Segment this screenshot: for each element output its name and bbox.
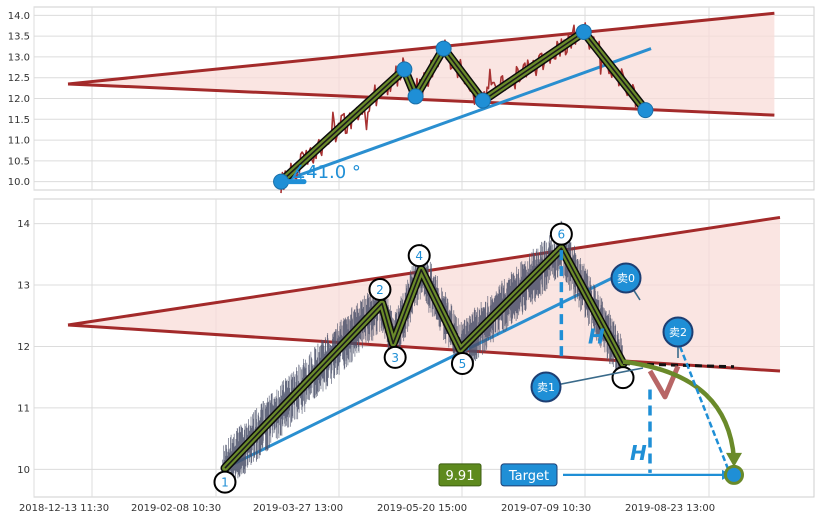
pivot-circle — [213, 470, 237, 494]
x-tick-label: 2019-05-20 15:00 — [377, 503, 467, 514]
x-tick-label: 2019-08-23 13:00 — [625, 503, 715, 514]
pivot-label-marker: 5 — [450, 352, 474, 376]
projection-arrow — [622, 359, 737, 460]
target-label-text: Target — [508, 469, 549, 484]
y-tick-label: 14.0 — [8, 11, 30, 22]
sell-signal: 卖0 — [610, 262, 642, 301]
x-tick-label: 2019-07-09 10:30 — [501, 503, 591, 514]
pivot-marker — [637, 102, 654, 119]
height-label-lower: H — [630, 441, 647, 465]
y-tick-label: 13.5 — [8, 32, 30, 43]
pivot-label: 1 — [221, 476, 229, 490]
y-tick-label: 12.5 — [8, 73, 30, 84]
pivot-label: 6 — [558, 228, 566, 242]
bottom-pivot-markers: 1 2 3 4 5 6 — [213, 222, 635, 494]
sell-signal-markers: 卖0 卖1 卖2 — [530, 262, 694, 403]
target-value-text: 9.91 — [446, 469, 475, 484]
pivot-label-marker: 1 — [213, 470, 237, 494]
target-value-rect — [438, 463, 482, 487]
y-tick-label: 14 — [17, 219, 30, 230]
pivot-circle — [549, 222, 573, 246]
x-tick-label: 2019-02-08 10:30 — [131, 503, 221, 514]
target-point-marker — [724, 464, 744, 485]
top-upper-trendline — [67, 11, 775, 86]
y-tick-label: 11.0 — [8, 136, 30, 147]
pivot-marker — [396, 61, 413, 78]
target-label-box: Target — [500, 463, 558, 487]
pivot-marker — [474, 92, 491, 109]
pivot-marker — [407, 88, 424, 105]
y-tick-label: 13 — [17, 281, 30, 292]
sell-circle — [530, 371, 562, 403]
sell-signal: 卖1 — [530, 367, 644, 403]
top-support-line — [280, 47, 652, 184]
x-tick-label: 2018-12-13 11:30 — [19, 503, 109, 514]
pivot-circle — [383, 345, 407, 369]
bottom-y-axis: 10 11 12 13 14 — [17, 219, 30, 476]
sell2-dashed-arrow — [678, 346, 730, 470]
y-tick-label: 10.5 — [8, 156, 30, 167]
sell-pointer-line — [545, 367, 644, 388]
pivot-marker — [435, 40, 452, 57]
bottom-x-axis: 2018-12-13 11:30 2019-02-08 10:30 2019-03-… — [19, 503, 715, 514]
top-y-axis: 10.0 10.5 11.0 11.5 12.0 12.5 13.0 13.5 14.0 — [8, 11, 30, 188]
pivot-circle — [407, 244, 431, 268]
y-tick-label: 11.5 — [8, 115, 30, 126]
y-tick-label: 13.0 — [8, 52, 30, 63]
height-label-upper: H — [588, 324, 605, 348]
bottom-support-line — [224, 271, 624, 470]
sell-label: 卖0 — [617, 272, 635, 285]
top-panel: 10.0 10.5 11.0 11.5 12.0 12.5 13.0 13.5 14.0 ∡41… — [8, 6, 815, 194]
pivot-label-marker: 3 — [383, 345, 407, 369]
angle-label: ∡41.0 ° — [290, 162, 361, 183]
sell-circle — [610, 262, 642, 294]
target-value-box: 9.91 — [438, 463, 482, 487]
pivot-label-marker: 4 — [407, 244, 431, 268]
y-tick-label: 10.0 — [8, 177, 30, 188]
projection-arrow-head — [726, 452, 742, 467]
pivot-circle — [368, 277, 392, 301]
y-tick-label: 12 — [17, 342, 30, 353]
pivot-label: 2 — [376, 283, 384, 297]
top-triangle-fill — [68, 13, 775, 116]
sell-signal: 卖2 — [662, 316, 694, 358]
pivot-label-marker: 6 — [549, 222, 573, 246]
pivot-label-marker: 2 — [368, 277, 392, 301]
y-tick-label: 11 — [17, 403, 30, 414]
pivot-label: 5 — [459, 357, 467, 371]
pivot-label: 3 — [391, 351, 399, 365]
sell-label: 卖1 — [537, 381, 555, 394]
pivot-marker — [575, 23, 592, 40]
sell-label: 卖2 — [669, 326, 687, 339]
zigzag-core-line — [224, 247, 624, 469]
y-tick-label: 10 — [17, 465, 30, 476]
x-tick-label: 2019-03-27 13:00 — [253, 503, 343, 514]
pivot-label: 4 — [415, 249, 423, 263]
sell-circle — [662, 316, 694, 348]
pivot-circle — [450, 352, 474, 376]
y-tick-label: 12.0 — [8, 94, 30, 105]
target-label-rect — [500, 463, 558, 487]
